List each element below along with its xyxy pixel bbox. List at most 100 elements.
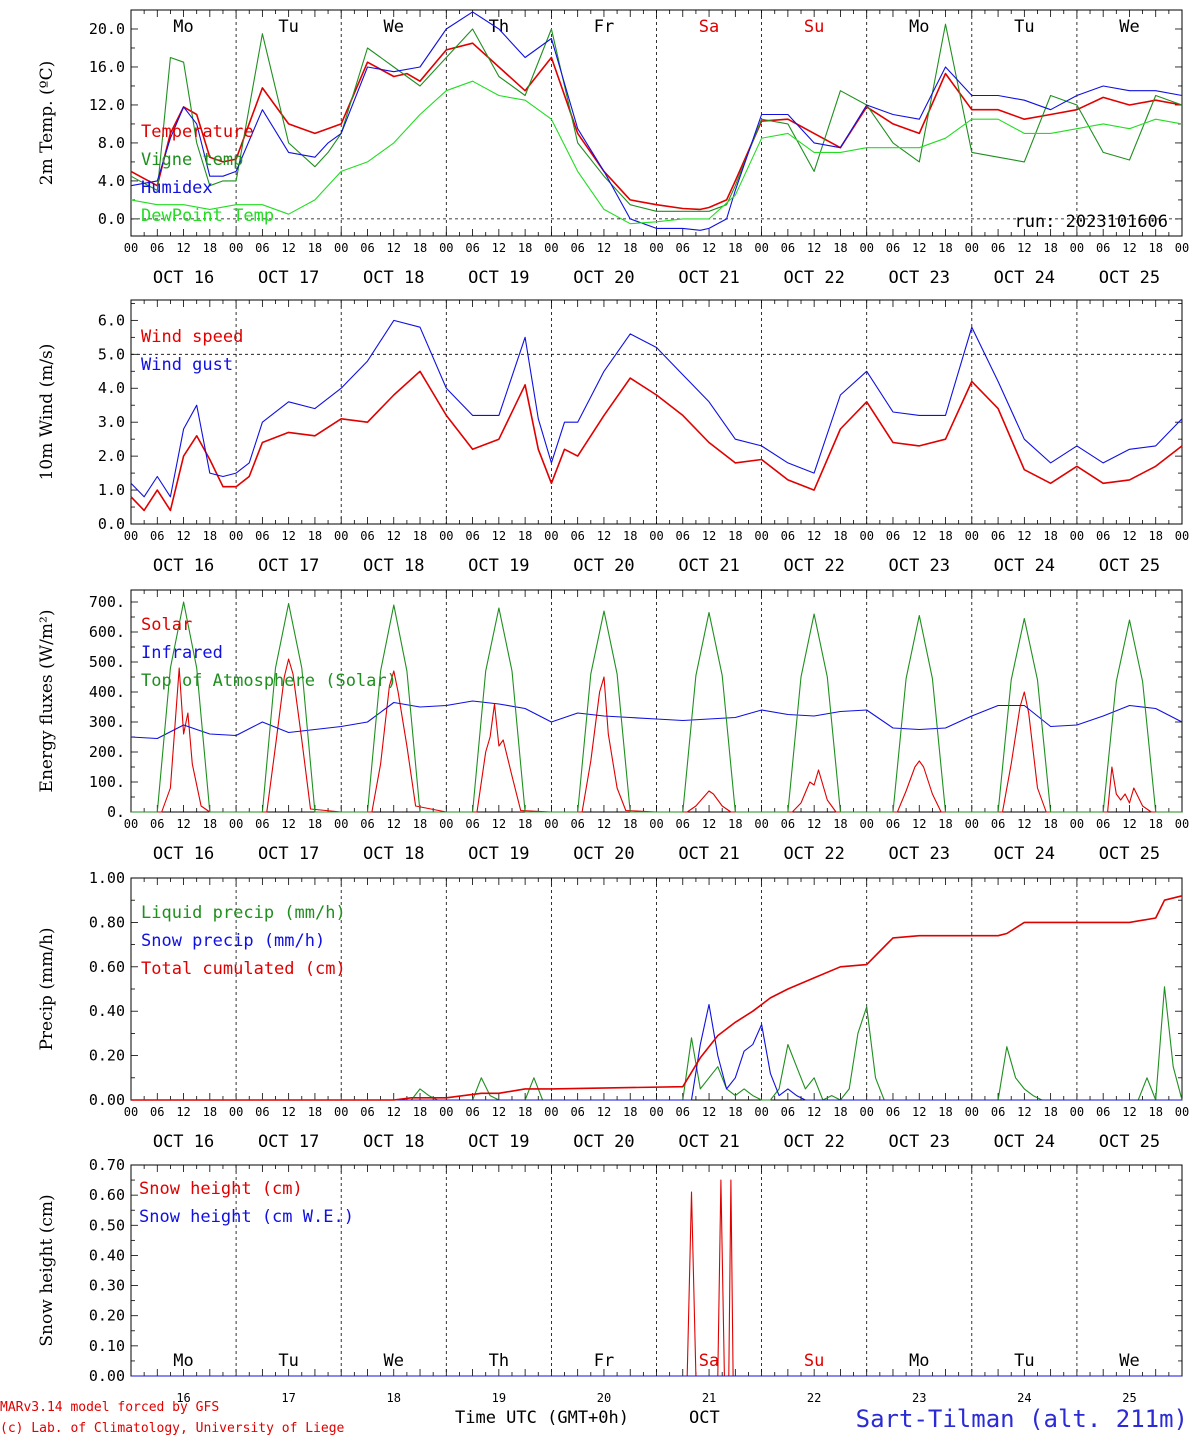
x-tick-label: 00 <box>124 1105 138 1119</box>
x-tick-label: 06 <box>360 817 374 831</box>
date-label: OCT 25 <box>1099 1132 1160 1152</box>
x-tick-label: 00 <box>124 241 138 255</box>
legend-entry: Humidex <box>141 178 213 198</box>
y-tick-label: 100. <box>89 773 125 791</box>
legend-entry: Snow height (cm) <box>139 1179 303 1199</box>
weekday-label: Sa <box>699 17 719 37</box>
x-tick-label: 12 <box>912 1105 926 1119</box>
y-tick-label: 0.40 <box>89 1246 125 1264</box>
date-label: OCT 19 <box>468 268 529 288</box>
legend-entry: Snow precip (mm/h) <box>141 931 325 951</box>
day-number: 24 <box>1017 1391 1031 1405</box>
x-axis-title: Time UTC (GMT+0h) <box>455 1408 629 1428</box>
date-label: OCT 18 <box>363 556 424 576</box>
y-axis-title: Energy fluxes (W/m²) <box>37 610 57 793</box>
x-tick-label: 12 <box>281 817 295 831</box>
x-tick-label: 06 <box>991 1105 1005 1119</box>
date-label: OCT 18 <box>363 844 424 864</box>
x-tick-label: 06 <box>886 1105 900 1119</box>
y-tick-label: 4.0 <box>98 379 125 397</box>
x-tick-label: 00 <box>229 241 243 255</box>
weekday-label: Fr <box>594 17 614 37</box>
x-tick-label: 12 <box>1122 241 1136 255</box>
x-tick-label: 18 <box>833 529 847 543</box>
y-tick-label: 0.40 <box>89 1002 125 1020</box>
date-label: OCT 20 <box>573 268 634 288</box>
weekday-label: We <box>1119 1351 1139 1371</box>
y-tick-label: 4.0 <box>98 172 125 190</box>
x-tick-label: 06 <box>1096 817 1110 831</box>
day-number: 25 <box>1122 1391 1136 1405</box>
date-label: OCT 24 <box>994 1132 1055 1152</box>
x-axis-month: OCT <box>689 1408 720 1428</box>
weekday-label: Sa <box>699 1351 719 1371</box>
date-label: OCT 22 <box>783 556 844 576</box>
weekday-label: Th <box>489 1351 509 1371</box>
x-tick-label: 18 <box>203 241 217 255</box>
x-tick-label: 06 <box>570 241 584 255</box>
x-tick-label: 12 <box>492 529 506 543</box>
x-tick-label: 00 <box>1175 529 1189 543</box>
x-tick-label: 00 <box>124 817 138 831</box>
y-tick-label: 0.20 <box>89 1307 125 1325</box>
x-tick-label: 12 <box>281 529 295 543</box>
legend-entry: Wind speed <box>141 327 243 347</box>
x-tick-label: 00 <box>334 1105 348 1119</box>
x-tick-label: 06 <box>570 1105 584 1119</box>
x-tick-label: 18 <box>1043 817 1057 831</box>
y-tick-label: 0.30 <box>89 1277 125 1295</box>
day-number: 21 <box>702 1391 716 1405</box>
x-tick-label: 12 <box>807 1105 821 1119</box>
y-tick-label: 1.0 <box>98 481 125 499</box>
date-label: OCT 18 <box>363 268 424 288</box>
x-tick-label: 18 <box>413 1105 427 1119</box>
x-tick-label: 18 <box>938 817 952 831</box>
day-number: 20 <box>597 1391 611 1405</box>
x-tick-label: 06 <box>255 1105 269 1119</box>
x-tick-label: 12 <box>1017 241 1031 255</box>
legend-entry: Top of Atmosphere (Solar) <box>141 671 397 691</box>
x-tick-label: 06 <box>360 1105 374 1119</box>
x-tick-label: 12 <box>807 529 821 543</box>
series-line-infrared <box>130 700 1183 740</box>
x-tick-label: 00 <box>649 241 663 255</box>
weekday-label: Th <box>489 17 509 37</box>
x-tick-label: 12 <box>176 1105 190 1119</box>
legend-entry: Snow height (cm W.E.) <box>139 1207 354 1227</box>
plot-frame <box>130 299 1183 525</box>
y-tick-label: 0.80 <box>89 913 125 931</box>
x-tick-label: 18 <box>1043 1105 1057 1119</box>
x-tick-label: 12 <box>1122 529 1136 543</box>
x-tick-label: 18 <box>728 529 742 543</box>
x-tick-label: 18 <box>623 241 637 255</box>
x-tick-label: 06 <box>255 241 269 255</box>
date-label: OCT 21 <box>678 556 739 576</box>
date-label: OCT 22 <box>783 1132 844 1152</box>
x-tick-label: 06 <box>255 817 269 831</box>
x-tick-label: 06 <box>991 529 1005 543</box>
y-tick-label: 0.0 <box>98 210 125 228</box>
y-axis-title: Precip (mm/h) <box>37 927 57 1050</box>
x-tick-label: 12 <box>597 817 611 831</box>
series-line-humidex <box>130 11 1183 231</box>
series-line-vigne-temp <box>130 23 1183 212</box>
model-credit: MARv3.14 model forced by GFS <box>0 1400 219 1415</box>
y-tick-label: 600. <box>89 623 125 641</box>
x-tick-label: 00 <box>544 817 558 831</box>
x-tick-label: 00 <box>649 529 663 543</box>
x-tick-label: 00 <box>229 529 243 543</box>
weekday-label: Tu <box>278 1351 298 1371</box>
x-tick-label: 18 <box>413 817 427 831</box>
day-number: 16 <box>176 1391 190 1405</box>
panel-temperature: 0.0 4.0 8.0 12.0 16.0 20.0 2m Temp. (ºC) 00 06 12… <box>37 9 1189 288</box>
x-tick-label: 06 <box>1096 241 1110 255</box>
x-tick-label: 18 <box>1148 241 1162 255</box>
y-tick-label: 200. <box>89 743 125 761</box>
x-tick-label: 00 <box>1070 529 1084 543</box>
date-label: OCT 22 <box>783 268 844 288</box>
x-tick-label: 18 <box>518 529 532 543</box>
y-tick-label: 0.60 <box>89 1186 125 1204</box>
y-tick-label: 3.0 <box>98 413 125 431</box>
x-tick-label: 00 <box>334 529 348 543</box>
